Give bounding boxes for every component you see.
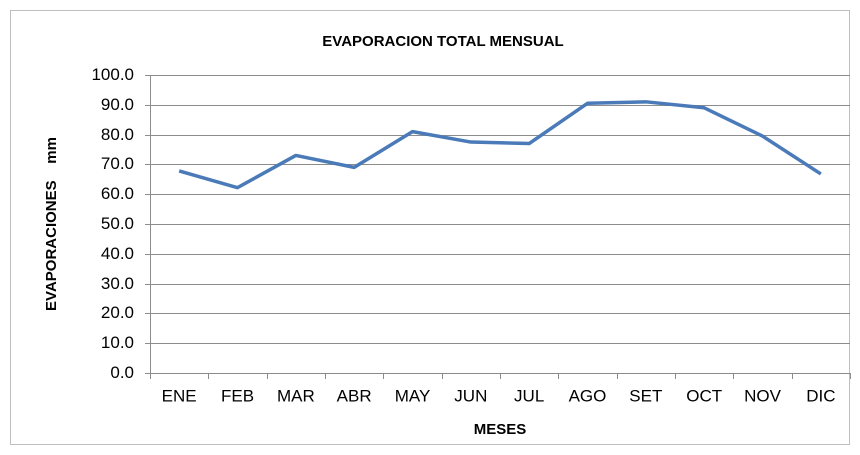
x-tick-label: ABR [337,386,372,405]
y-tick-label: 100.0 [91,65,134,84]
y-tick-label: 40.0 [101,244,134,263]
y-tick-label: 80.0 [101,125,134,144]
x-tick-label: AGO [569,386,607,405]
y-tick-label: 90.0 [101,95,134,114]
chart-title: EVAPORACION TOTAL MENSUAL [322,33,563,50]
x-tick-label: JUN [454,386,487,405]
x-tick-label: ENE [162,386,197,405]
x-tick-label: FEB [221,386,254,405]
x-tick-label: OCT [686,386,722,405]
x-tick-label: SET [629,386,662,405]
x-tick-label: MAY [395,386,431,405]
y-tick-label: 30.0 [101,274,134,293]
x-tick-label: DIC [806,386,835,405]
y-tick-label: 20.0 [101,303,134,322]
x-tick-label: JUL [514,386,544,405]
y-tick-label: 0.0 [110,363,134,382]
y-tick-label: 70.0 [101,154,134,173]
x-tick-label: NOV [744,386,782,405]
y-tick-label: 50.0 [101,214,134,233]
x-axis-title: MESES [474,421,527,438]
y-tick-label: 10.0 [101,333,134,352]
y-tick-label: 60.0 [101,184,134,203]
x-tick-label: MAR [277,386,315,405]
y-axis-title: EVAPORACIONES mm [43,137,60,311]
data-line [178,100,822,190]
